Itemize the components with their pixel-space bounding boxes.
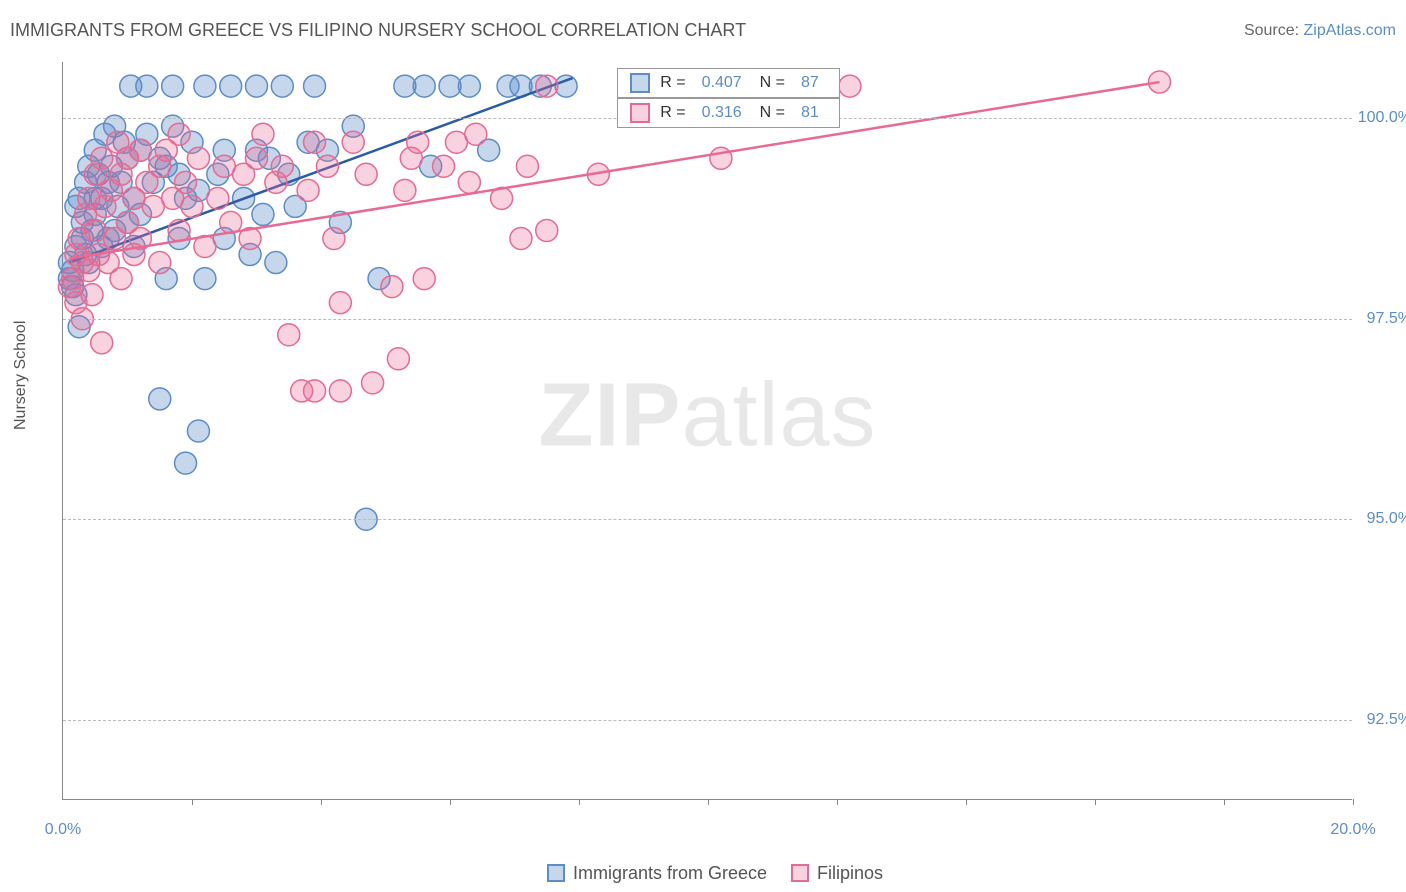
data-point: [510, 227, 532, 249]
legend-n-value: 81: [795, 104, 827, 122]
data-point: [536, 219, 558, 241]
data-point: [433, 155, 455, 177]
plot-area: ZIPatlas 92.5%95.0%97.5%100.0%0.0%20.0%R…: [62, 62, 1352, 800]
data-point: [91, 147, 113, 169]
source-link[interactable]: ZipAtlas.com: [1304, 22, 1396, 39]
legend-swatch: [547, 864, 565, 882]
data-point: [168, 123, 190, 145]
data-point: [316, 155, 338, 177]
x-tick: [837, 799, 838, 805]
legend-n-label: N =: [760, 104, 785, 122]
legend-label: Immigrants from Greece: [573, 863, 767, 883]
x-tick: [450, 799, 451, 805]
source-label: Source:: [1244, 22, 1299, 39]
x-tick: [192, 799, 193, 805]
data-point: [304, 380, 326, 402]
legend-n-label: N =: [760, 74, 785, 92]
x-tick: [708, 799, 709, 805]
data-point: [246, 147, 268, 169]
legend-r-value: 0.316: [696, 104, 750, 122]
data-point: [413, 268, 435, 290]
data-point: [362, 372, 384, 394]
data-point: [465, 123, 487, 145]
legend-r-value: 0.407: [696, 74, 750, 92]
x-tick: [321, 799, 322, 805]
legend-label: Filipinos: [817, 863, 883, 883]
data-point: [413, 75, 435, 97]
data-point: [207, 187, 229, 209]
data-point: [175, 171, 197, 193]
data-point: [516, 155, 538, 177]
data-point: [304, 75, 326, 97]
data-point: [304, 131, 326, 153]
data-point: [168, 219, 190, 241]
legend-stats: R = 0.407 N = 87: [617, 68, 840, 98]
data-point: [194, 268, 216, 290]
x-tick-label: 0.0%: [45, 821, 81, 839]
grid-line: [63, 519, 1352, 520]
data-point: [329, 380, 351, 402]
data-point: [407, 131, 429, 153]
grid-line: [63, 319, 1352, 320]
chart-title: IMMIGRANTS FROM GREECE VS FILIPINO NURSE…: [10, 20, 746, 41]
data-point: [162, 75, 184, 97]
data-point: [323, 227, 345, 249]
data-point: [194, 75, 216, 97]
y-tick-label: 95.0%: [1367, 510, 1406, 528]
legend-swatch: [791, 864, 809, 882]
data-point: [91, 332, 113, 354]
data-point: [187, 147, 209, 169]
data-point: [355, 163, 377, 185]
data-point: [252, 123, 274, 145]
legend-n-value: 87: [795, 74, 827, 92]
data-point: [187, 420, 209, 442]
y-axis-label: Nursery School: [12, 321, 30, 430]
data-point: [458, 75, 480, 97]
x-tick: [966, 799, 967, 805]
y-tick-label: 92.5%: [1367, 711, 1406, 729]
data-point: [246, 75, 268, 97]
legend-stats: R = 0.316 N = 81: [617, 98, 840, 128]
y-tick-label: 97.5%: [1367, 310, 1406, 328]
data-point: [278, 324, 300, 346]
y-tick-label: 100.0%: [1358, 109, 1406, 127]
data-point: [252, 203, 274, 225]
data-point: [458, 171, 480, 193]
data-point: [175, 452, 197, 474]
data-point: [387, 348, 409, 370]
data-point: [110, 268, 132, 290]
title-bar: IMMIGRANTS FROM GREECE VS FILIPINO NURSE…: [10, 20, 1396, 41]
data-point: [136, 75, 158, 97]
data-point: [394, 179, 416, 201]
legend-r-label: R =: [660, 104, 685, 122]
grid-line: [63, 720, 1352, 721]
data-point: [536, 75, 558, 97]
plot-svg: [63, 62, 1352, 799]
x-tick: [1224, 799, 1225, 805]
data-point: [381, 276, 403, 298]
data-point: [297, 179, 319, 201]
data-point: [149, 388, 171, 410]
data-point: [839, 75, 861, 97]
x-tick-label: 20.0%: [1330, 821, 1375, 839]
legend-swatch: [630, 103, 650, 123]
x-tick: [1353, 799, 1354, 805]
source: Source: ZipAtlas.com: [1244, 22, 1396, 40]
data-point: [271, 75, 293, 97]
x-tick: [579, 799, 580, 805]
data-point: [149, 252, 171, 274]
data-point: [342, 131, 364, 153]
data-point: [271, 155, 293, 177]
data-point: [220, 75, 242, 97]
data-point: [329, 292, 351, 314]
x-tick: [1095, 799, 1096, 805]
legend-bottom: Immigrants from Greece Filipinos: [0, 863, 1406, 884]
data-point: [265, 252, 287, 274]
legend-r-label: R =: [660, 74, 685, 92]
data-point: [81, 284, 103, 306]
legend-swatch: [630, 73, 650, 93]
data-point: [181, 195, 203, 217]
data-point: [129, 139, 151, 161]
